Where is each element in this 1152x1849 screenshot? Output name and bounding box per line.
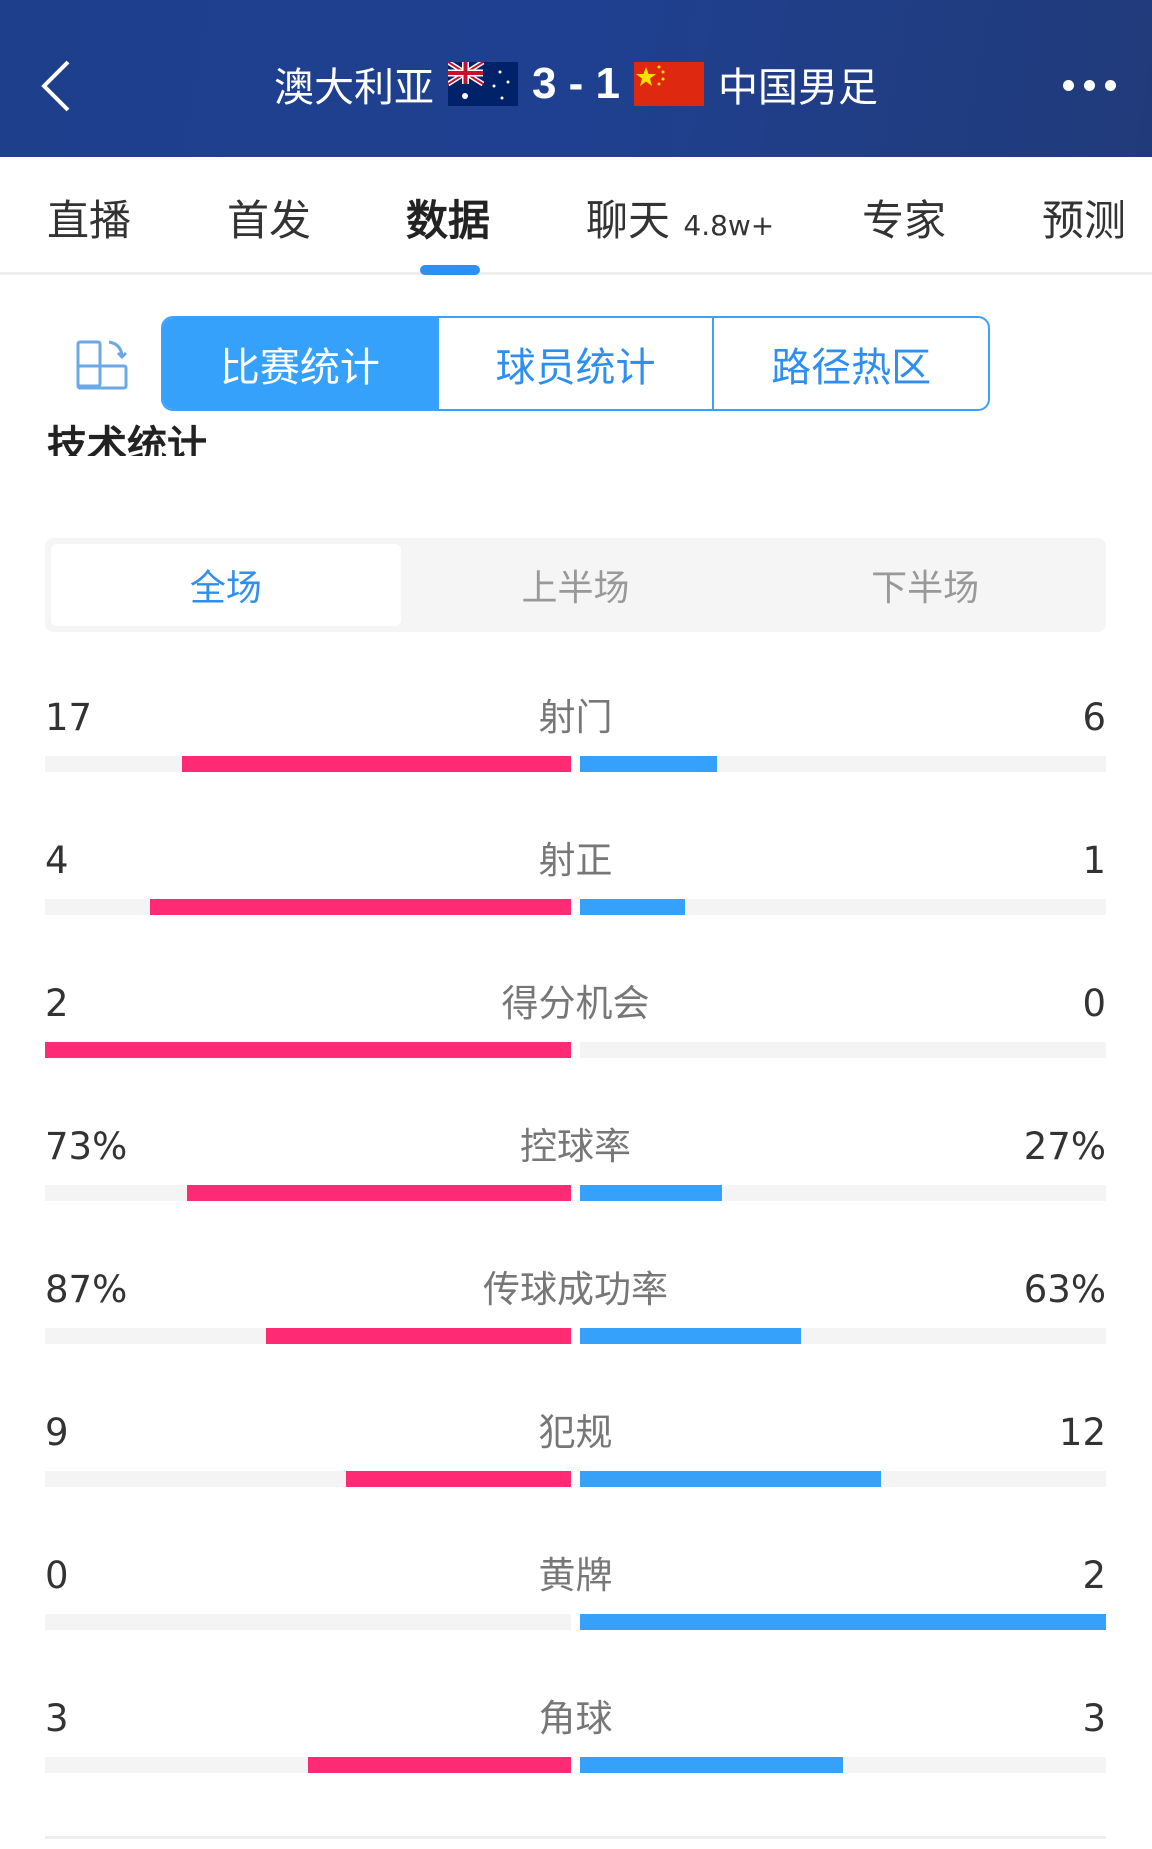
- home-value: 2: [45, 982, 69, 1025]
- away-bar-track: [580, 1471, 1106, 1487]
- away-value: 6: [1082, 696, 1106, 739]
- china-flag-icon: [634, 62, 705, 106]
- home-value: 4: [45, 839, 69, 882]
- stat-row: 4 射正 1: [45, 839, 1106, 939]
- tab-data[interactable]: 数据: [406, 196, 491, 245]
- away-bar-track: [580, 899, 1106, 915]
- away-bar: [580, 1614, 1106, 1630]
- away-value: 12: [1058, 1411, 1106, 1454]
- rotate-screen-icon[interactable]: [75, 338, 129, 392]
- stat-label: 传球成功率: [483, 1268, 668, 1311]
- home-bar-track: [45, 1614, 571, 1630]
- away-team-name: 中国男足: [718, 65, 879, 111]
- home-bar-track: [45, 1471, 571, 1487]
- stat-row: 2 得分机会 0: [45, 982, 1106, 1082]
- home-bar: [265, 1328, 571, 1344]
- away-bar: [580, 1328, 801, 1344]
- match-header: 澳大利亚 3 - 1 中国男足: [0, 0, 1152, 157]
- stat-row: 17 射门 6: [45, 696, 1106, 796]
- score: 3 - 1: [531, 59, 621, 108]
- stat-row: 9 犯规 12: [45, 1411, 1106, 1511]
- away-bar: [580, 756, 718, 772]
- stat-label: 射正: [538, 839, 613, 882]
- stat-label: 黄牌: [538, 1554, 613, 1597]
- away-value: 1: [1082, 839, 1106, 882]
- stats-type-segmented-control: 比赛统计 球员统计 路径热区: [161, 316, 990, 411]
- away-value: 27%: [1023, 1125, 1106, 1168]
- away-bar-track: [580, 1614, 1106, 1630]
- away-bar: [580, 1757, 843, 1773]
- away-bar: [580, 899, 686, 915]
- chat-count-badge: 4.8w+: [683, 209, 775, 242]
- stat-row: 73% 控球率 27%: [45, 1125, 1106, 1225]
- stat-row: 87% 传球成功率 63%: [45, 1268, 1106, 1368]
- period-second-half[interactable]: 下半场: [871, 568, 980, 609]
- stat-row: 3 角球 3: [45, 1697, 1106, 1797]
- period-full[interactable]: 全场: [51, 544, 401, 626]
- stat-label: 角球: [538, 1697, 613, 1740]
- stat-label: 控球率: [520, 1125, 631, 1168]
- away-value: 2: [1082, 1554, 1106, 1597]
- home-bar-track: [45, 1042, 571, 1058]
- home-value: 17: [45, 696, 93, 739]
- home-bar-track: [45, 899, 571, 915]
- active-tab-indicator: [420, 265, 480, 275]
- tab-lineup[interactable]: 首发: [227, 196, 312, 245]
- away-value: 0: [1082, 982, 1106, 1025]
- home-bar: [182, 756, 571, 772]
- home-value: 0: [45, 1554, 69, 1597]
- home-bar: [150, 899, 571, 915]
- home-bar-track: [45, 756, 571, 772]
- tab-live[interactable]: 直播: [47, 196, 132, 245]
- home-bar-track: [45, 1185, 571, 1201]
- away-value: 3: [1082, 1697, 1106, 1740]
- home-team-name: 澳大利亚: [273, 65, 434, 111]
- match-title: 澳大利亚 3 - 1 中国男足: [0, 55, 1152, 113]
- home-bar: [187, 1185, 571, 1201]
- home-value: 87%: [45, 1268, 128, 1311]
- away-bar-track: [580, 1757, 1106, 1773]
- home-value: 73%: [45, 1125, 128, 1168]
- australia-flag-icon: [447, 62, 518, 106]
- home-bar: [308, 1757, 571, 1773]
- away-bar-track: [580, 1328, 1106, 1344]
- back-icon[interactable]: [38, 58, 78, 114]
- segment-match-stats[interactable]: 比赛统计: [163, 318, 437, 409]
- away-bar: [580, 1185, 723, 1201]
- stat-row: 0 黄牌 2: [45, 1554, 1106, 1654]
- home-bar-track: [45, 1757, 571, 1773]
- main-tabs: 直播 首发 数据 聊天 4.8w+ 专家 预测: [0, 157, 1152, 275]
- home-bar: [45, 1042, 571, 1058]
- home-bar-track: [45, 1328, 571, 1344]
- stat-label: 得分机会: [501, 982, 650, 1025]
- away-value: 63%: [1023, 1268, 1106, 1311]
- section-title: 技术统计: [47, 423, 207, 456]
- stat-label: 射门: [538, 696, 613, 739]
- tab-prediction[interactable]: 预测: [1042, 196, 1127, 245]
- segment-player-stats[interactable]: 球员统计: [436, 318, 713, 409]
- away-bar-track: [580, 1185, 1106, 1201]
- away-bar-track: [580, 1042, 1106, 1058]
- home-value: 3: [45, 1697, 69, 1740]
- home-value: 9: [45, 1411, 69, 1454]
- period-tabs: 全场 上半场 下半场: [45, 538, 1106, 632]
- more-icon[interactable]: [1063, 80, 1116, 91]
- period-first-half[interactable]: 上半场: [521, 568, 630, 609]
- away-bar: [580, 1471, 881, 1487]
- home-bar: [345, 1471, 571, 1487]
- divider: [45, 1836, 1106, 1839]
- away-bar-track: [580, 756, 1106, 772]
- segment-heatmap[interactable]: 路径热区: [712, 318, 988, 409]
- tab-experts[interactable]: 专家: [862, 196, 947, 245]
- stat-label: 犯规: [538, 1411, 613, 1454]
- tab-chat[interactable]: 聊天 4.8w+: [586, 196, 775, 245]
